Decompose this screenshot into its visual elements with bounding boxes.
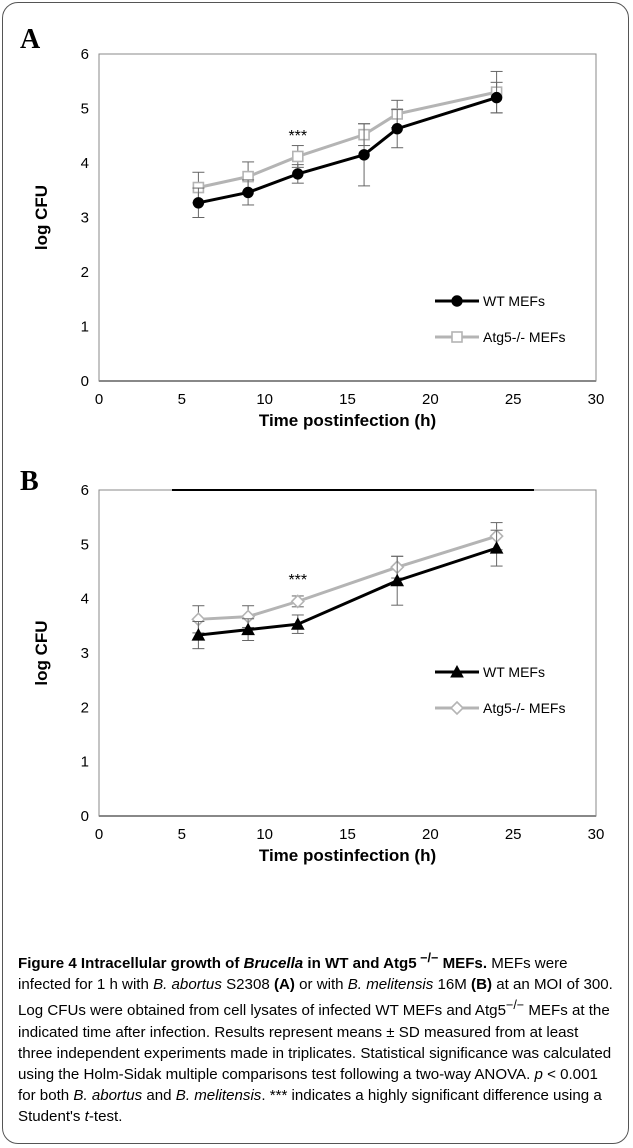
panel-letter: B — [20, 466, 39, 497]
data-point — [391, 122, 403, 135]
data-point — [192, 197, 205, 209]
data-point — [489, 541, 504, 554]
y-tick-label: 6 — [81, 46, 89, 63]
significance-annotation: *** — [288, 572, 307, 589]
legend-marker — [450, 664, 464, 678]
legend-label: Atg5-/- MEFs — [483, 329, 565, 345]
y-axis-label: log CFU — [32, 185, 51, 250]
legend-marker — [449, 700, 465, 716]
caption-run: B. abortus — [153, 976, 222, 994]
y-tick-label: 3 — [81, 210, 89, 227]
x-tick-label: 15 — [339, 391, 356, 408]
x-tick-label: 15 — [339, 826, 356, 843]
y-tick-label: 5 — [81, 536, 89, 553]
caption-run: 16M — [433, 976, 472, 994]
x-tick-label: 25 — [505, 391, 522, 408]
y-tick-label: 1 — [81, 754, 89, 771]
x-tick-label: 5 — [178, 391, 186, 408]
caption-run: MEFs at the indicated time after infecti… — [18, 1002, 612, 1084]
y-tick-label: 4 — [81, 591, 89, 608]
caption-run: t — [84, 1108, 89, 1126]
y-tick-label: 3 — [81, 645, 89, 662]
data-point — [292, 168, 304, 180]
caption-run: B. melitensis — [175, 1087, 262, 1105]
data-point — [358, 149, 370, 161]
x-tick-label: 5 — [178, 826, 186, 843]
data-point — [490, 91, 503, 104]
legend-label: WT MEFs — [483, 293, 545, 309]
x-tick-label: 25 — [505, 826, 522, 843]
caption-run: . *** indicates a highly significant dif… — [18, 1087, 602, 1126]
caption-run: < 0.001 for both — [18, 1066, 598, 1105]
legend-label: Atg5-/- MEFs — [483, 700, 565, 716]
y-axis-label: log CFU — [32, 620, 51, 685]
series-0 — [191, 529, 504, 650]
data-point — [241, 622, 255, 636]
x-tick-label: 0 — [95, 826, 103, 843]
x-tick-label: 0 — [95, 391, 103, 408]
x-tick-label: 10 — [256, 826, 273, 843]
y-tick-label: 0 — [81, 373, 89, 390]
series-0 — [192, 81, 503, 218]
series-1 — [192, 70, 503, 204]
caption-title: Intracellular growth of Brucella in WT a… — [80, 951, 488, 973]
plot-area — [98, 489, 597, 817]
series-line — [198, 546, 498, 637]
x-tick-label: 30 — [588, 391, 605, 408]
x-axis-label: Time postinfection (h) — [259, 846, 436, 865]
legend-marker — [451, 295, 463, 307]
caption-run: (B) — [471, 976, 492, 994]
y-tick-label: 2 — [81, 264, 89, 281]
caption-fig-label: Figure 4 — [18, 955, 77, 973]
x-tick-label: 10 — [256, 391, 273, 408]
x-tick-label: 30 — [588, 826, 605, 843]
significance-annotation: *** — [288, 128, 307, 145]
data-point — [290, 594, 305, 609]
series-line — [198, 534, 498, 621]
data-point — [290, 617, 305, 630]
caption-run: and — [142, 1087, 176, 1105]
x-tick-label: 20 — [422, 391, 439, 408]
caption-body: MEFs were infected for 1 h with B. abort… — [18, 955, 613, 1125]
caption-run: or with — [294, 976, 348, 994]
caption-run: -test. — [88, 1108, 123, 1126]
y-tick-label: 0 — [81, 808, 89, 825]
x-axis-label: Time postinfection (h) — [259, 411, 436, 430]
x-tick-label: 20 — [422, 826, 439, 843]
data-point — [191, 628, 206, 641]
chart-panel-a: A 0 1 2 3 4 5 6 0 5 10 15 20 25 30 Time postinfection (… — [20, 24, 605, 430]
y-tick-label: 6 — [81, 482, 89, 499]
caption-run: (A) — [273, 976, 295, 994]
y-tick-label: 4 — [81, 155, 89, 172]
figure-caption: Figure 4 Intracellular growth of Brucell… — [18, 948, 616, 1128]
caption-run: MEFs were infected for 1 h with — [18, 955, 568, 994]
series-line — [198, 96, 498, 205]
legend-marker — [451, 331, 463, 343]
caption-run: B. melitensis — [347, 976, 434, 994]
data-point — [242, 186, 254, 199]
data-point — [291, 150, 304, 163]
legend-label: WT MEFs — [483, 664, 545, 680]
panel-letter: A — [20, 24, 41, 55]
caption-run: S2308 — [221, 976, 274, 994]
series-line — [198, 90, 497, 189]
chart-panel-b: B 0 1 2 3 4 5 6 0 5 10 15 20 25 30 Time postinfection (… — [20, 466, 605, 865]
data-point — [390, 573, 405, 587]
caption-run: −/− — [505, 998, 525, 1013]
y-tick-label: 2 — [81, 699, 89, 716]
series-1 — [191, 522, 504, 634]
y-tick-label: 1 — [81, 319, 89, 336]
y-tick-label: 5 — [81, 101, 89, 118]
caption-run: B. abortus — [73, 1087, 143, 1105]
caption-run: at an MOI of 300. Log CFUs were obtained… — [18, 976, 613, 1020]
caption-run: p — [534, 1066, 543, 1084]
